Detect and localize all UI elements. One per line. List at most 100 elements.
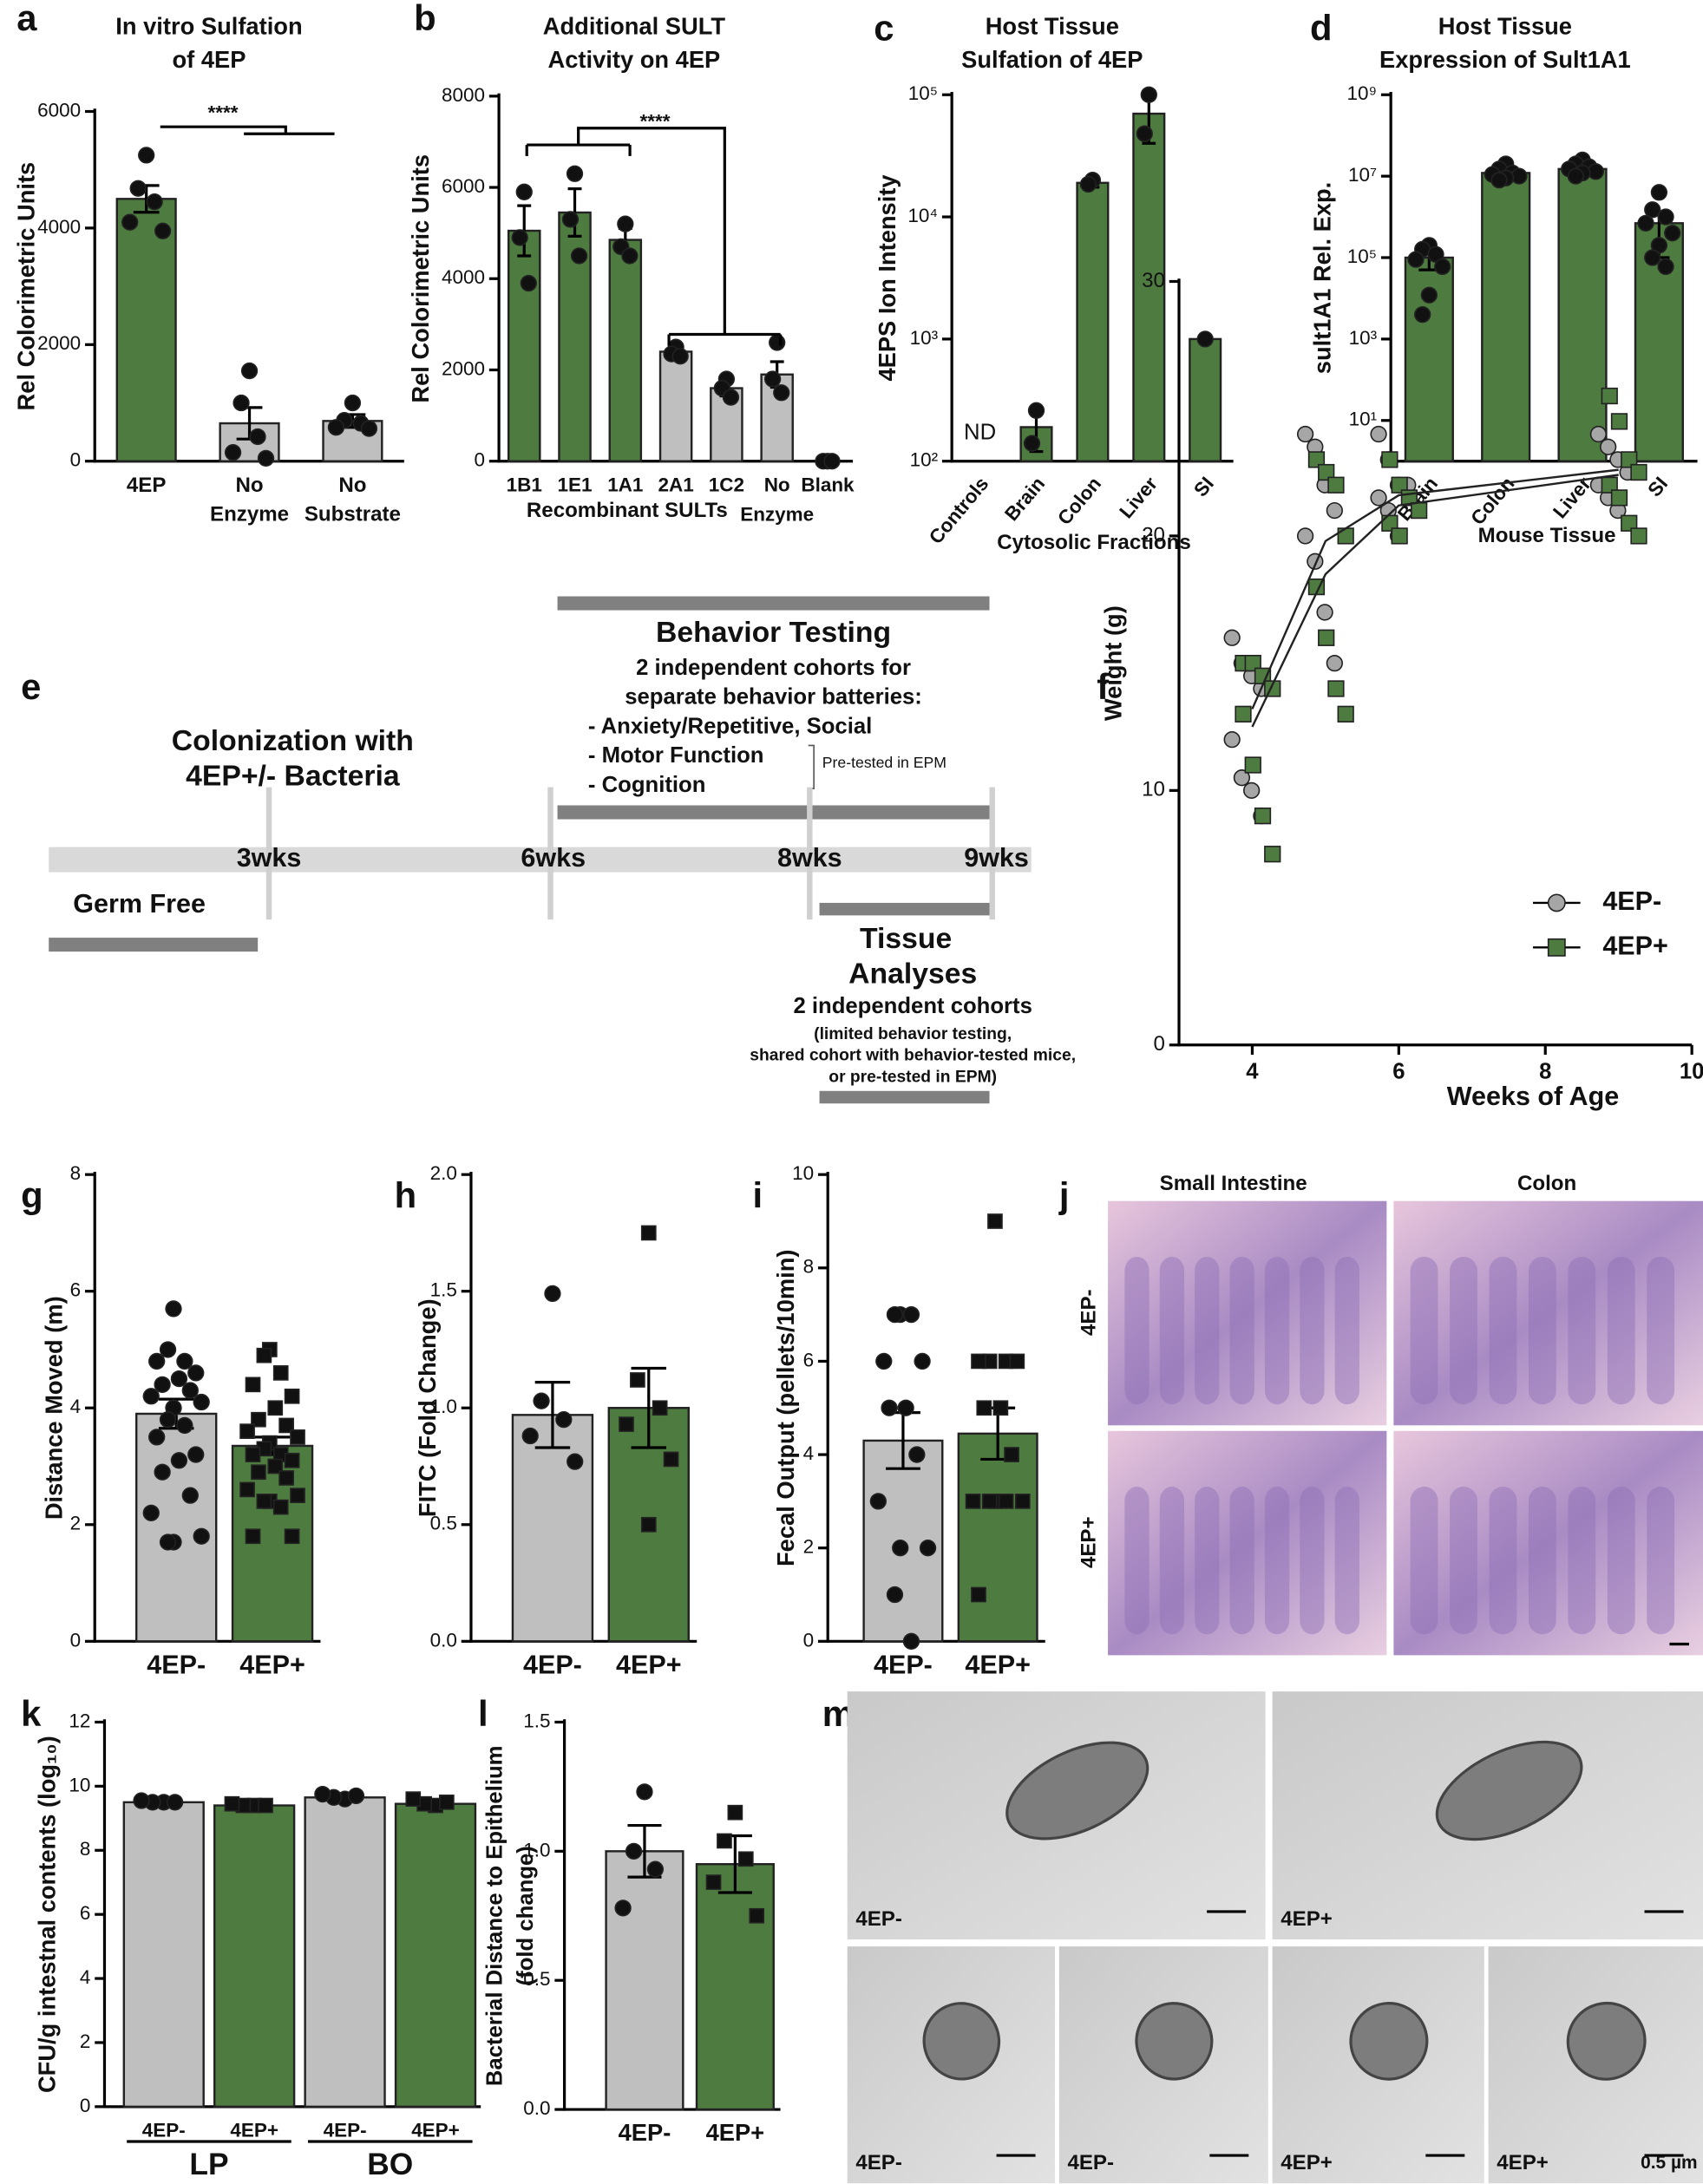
- y-tick-label: 4000: [37, 216, 81, 238]
- y-tick-label: 6000: [37, 99, 81, 121]
- data-point: [1420, 286, 1438, 304]
- x-tick-label: 4EP: [127, 474, 167, 497]
- data-point: [971, 1586, 986, 1603]
- x-tick-label: 4EP-: [142, 2120, 186, 2141]
- image-texture: [1300, 1256, 1325, 1405]
- data-point: [1567, 167, 1585, 185]
- x-tick-label: 4EP+: [616, 1650, 682, 1679]
- bar: [695, 1863, 775, 2111]
- data-point: [1381, 514, 1398, 532]
- timeline-text: or pre-tested in EPM): [829, 1069, 997, 1087]
- data-point: [621, 247, 639, 265]
- data-point: [245, 1528, 261, 1545]
- significance: ****: [208, 102, 239, 124]
- data-point: [1296, 527, 1314, 545]
- data-point: [1196, 330, 1214, 348]
- y-tick-label: 2: [803, 1536, 815, 1558]
- x-axis-label: Recombinant SULTs: [527, 499, 728, 522]
- panel-letter: a: [16, 0, 37, 38]
- timeline-note: Pre-tested in EPM: [822, 754, 946, 771]
- data-point: [908, 1446, 926, 1463]
- y-tick-label: 2: [80, 2030, 91, 2052]
- image-texture: [1334, 1256, 1359, 1405]
- data-point: [1235, 705, 1252, 723]
- y-tick-label: 6: [70, 1279, 82, 1301]
- data-point: [224, 1795, 240, 1812]
- data-point: [176, 1416, 193, 1435]
- image-texture: [1410, 1487, 1438, 1635]
- y-tick-label: 20: [1142, 523, 1165, 546]
- timeline-text: - Motor Function: [588, 743, 764, 768]
- x-tick-label: 1B1: [507, 474, 542, 496]
- image-texture: [1435, 1740, 1583, 1841]
- data-point: [258, 1797, 273, 1814]
- bar: [115, 198, 177, 462]
- data-point: [121, 213, 139, 231]
- image-texture: [1124, 1487, 1150, 1635]
- data-point: [1621, 514, 1638, 532]
- data-point: [233, 394, 250, 412]
- y-tick-label: 10³: [910, 327, 939, 349]
- data-point: [148, 1352, 166, 1370]
- milestone: 6wks: [521, 843, 586, 873]
- y-axis-label: Fecal Output (pellets/10min): [772, 1249, 799, 1566]
- y-tick-label: 4000: [442, 266, 485, 288]
- data-point: [224, 443, 242, 461]
- y-axis-label: CFU/g intestnal contents (log₁₀): [33, 1736, 60, 2093]
- y-axis-label: (fold change): [514, 1846, 538, 1985]
- data-point: [976, 1400, 992, 1416]
- y-tick-label: 10⁵: [908, 82, 938, 104]
- chart-title: of 4EP: [172, 46, 246, 73]
- panel-letter: k: [21, 1693, 42, 1734]
- image-texture: [1568, 1487, 1596, 1635]
- data-point: [769, 334, 786, 351]
- x-axis-label: Mouse Tissue: [1478, 524, 1616, 547]
- data-point: [251, 1411, 266, 1428]
- image-texture: [1349, 2002, 1429, 2081]
- timeline-divider: [807, 787, 813, 920]
- column-label: Colon: [1517, 1172, 1576, 1195]
- bar: [608, 239, 643, 462]
- x-tick-label: 1A1: [607, 474, 643, 496]
- data-point: [133, 1792, 150, 1809]
- x-tick-label: Substrate: [305, 503, 401, 526]
- data-point: [290, 1429, 305, 1445]
- data-point: [181, 1382, 199, 1399]
- data-point: [875, 1352, 893, 1370]
- x-tick-label: No: [338, 474, 366, 497]
- y-axis-label: Distance Moved (m): [40, 1296, 67, 1520]
- y-tick-label: 4: [80, 1966, 91, 1988]
- image-label: 4EP-: [1067, 2151, 1114, 2174]
- data-point: [971, 1353, 986, 1370]
- panel-letter: c: [874, 7, 894, 48]
- timeline-divider: [989, 787, 995, 920]
- timeline-text: shared cohort with behavior-tested mice,: [750, 1047, 1076, 1065]
- data-point: [251, 1464, 266, 1481]
- data-point: [159, 1533, 177, 1551]
- image-texture: [1005, 1741, 1150, 1841]
- data-point: [1223, 731, 1241, 749]
- timeline-text: separate behavior batteries:: [625, 685, 922, 709]
- data-point: [566, 165, 584, 182]
- image-label: 4EP+: [1281, 1907, 1333, 1931]
- data-point: [965, 1494, 981, 1509]
- y-tick-label: 0: [803, 1629, 815, 1651]
- panel-letter: g: [21, 1175, 43, 1216]
- data-point: [892, 1540, 909, 1557]
- bar: [1189, 337, 1222, 462]
- timeline-text: - Anxiety/Repetitive, Social: [588, 714, 872, 738]
- data-point: [1244, 756, 1261, 774]
- significance-bracket: [160, 125, 287, 134]
- data-point: [902, 1305, 920, 1324]
- bar: [1634, 222, 1684, 462]
- data-point: [652, 1400, 668, 1416]
- data-point: [1318, 629, 1335, 646]
- data-point: [146, 193, 163, 211]
- image-texture: [1450, 1256, 1477, 1405]
- image-texture: [1647, 1256, 1675, 1405]
- image-texture: [1300, 1487, 1325, 1635]
- series-line: [1251, 474, 1619, 728]
- significance-bracket: [577, 127, 726, 335]
- timeline-text: 2 independent cohorts: [793, 994, 1032, 1018]
